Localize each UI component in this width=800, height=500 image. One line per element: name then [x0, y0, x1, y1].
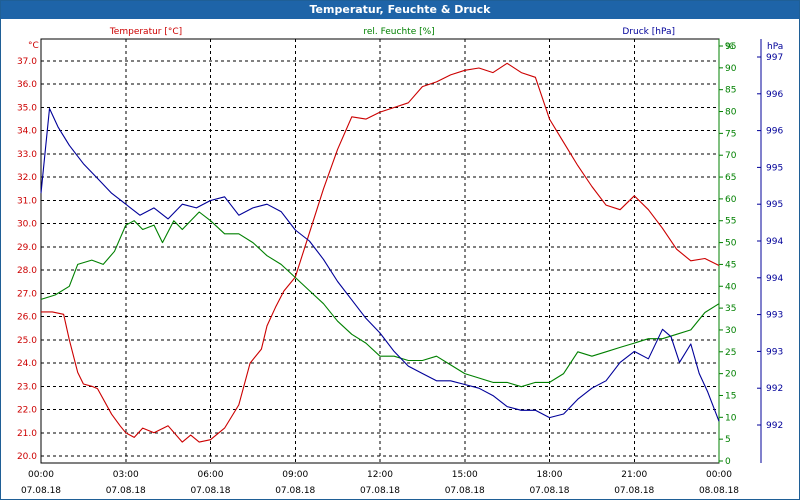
- date-tick-label: 07.08.18: [106, 486, 146, 496]
- grid: [41, 39, 719, 463]
- pressure-tick-label: 997: [766, 53, 783, 63]
- series-header: Druck [hPa]: [622, 27, 675, 37]
- temperature-tick-label: 30.0: [17, 220, 37, 230]
- temperature-tick-label: 20.0: [17, 452, 37, 462]
- humidity-tick-label: 30: [725, 326, 737, 336]
- date-tick-label: 07.08.18: [529, 486, 569, 496]
- series-header: Temperatur [°C]: [109, 27, 182, 37]
- time-tick-label: 21:00: [621, 470, 647, 480]
- humidity-axis: % 0 5 10 15 20 25 30 35 40 45 50 55 60 65 70 75 80 85 90 95: [718, 39, 737, 467]
- humidity-tick-label: 80: [725, 108, 737, 118]
- humidity-tick-label: 25: [725, 348, 736, 358]
- series-line-pressure: [40, 107, 720, 422]
- series-header: rel. Feuchte [%]: [363, 27, 434, 37]
- humidity-tick-label: 55: [725, 217, 736, 227]
- humidity-tick-label: 50: [725, 239, 737, 249]
- temperature-tick-label: 26.0: [17, 313, 37, 323]
- date-tick-label: 07.08.18: [275, 486, 315, 496]
- temperature-unit: °C: [28, 41, 39, 51]
- humidity-tick-label: 95: [725, 42, 736, 52]
- pressure-tick-label: 993: [766, 311, 783, 321]
- temperature-tick-label: 29.0: [17, 243, 37, 253]
- date-tick-label: 07.08.18: [21, 486, 61, 496]
- pressure-tick-label: 995: [766, 200, 783, 210]
- date-tick-label: 07.08.18: [360, 486, 400, 496]
- humidity-tick-label: 90: [725, 64, 737, 74]
- date-tick-label: 08.08.18: [699, 486, 739, 496]
- temperature-tick-label: 37.0: [17, 57, 37, 67]
- pressure-tick-label: 996: [766, 127, 783, 137]
- pressure-tick-label: 993: [766, 347, 783, 357]
- humidity-tick-label: 65: [725, 173, 736, 183]
- time-tick-label: 09:00: [282, 470, 308, 480]
- time-tick-label: 00:00: [706, 470, 732, 480]
- humidity-tick-label: 45: [725, 260, 736, 270]
- temperature-tick-label: 21.0: [17, 429, 37, 439]
- temperature-tick-label: 27.0: [17, 289, 37, 299]
- time-tick-label: 00:00: [28, 470, 54, 480]
- humidity-tick-label: 10: [725, 413, 737, 423]
- series-line-humidity: [40, 211, 720, 388]
- temperature-tick-label: 25.0: [17, 336, 37, 346]
- temperature-tick-label: 24.0: [17, 359, 37, 369]
- series-line-temperature: [41, 62, 720, 443]
- humidity-tick-label: 40: [725, 282, 737, 292]
- pressure-tick-label: 994: [766, 237, 783, 247]
- date-tick-label: 07.08.18: [445, 486, 485, 496]
- temperature-tick-label: 33.0: [17, 150, 37, 160]
- humidity-tick-label: 15: [725, 391, 736, 401]
- temperature-tick-label: 34.0: [17, 127, 37, 137]
- time-tick-label: 15:00: [452, 470, 478, 480]
- humidity-tick-label: 60: [725, 195, 737, 205]
- temperature-tick-label: 35.0: [17, 103, 37, 113]
- time-tick-label: 18:00: [537, 470, 563, 480]
- temperature-tick-label: 32.0: [17, 173, 37, 183]
- humidity-unit: %: [725, 42, 734, 52]
- temperature-tick-label: 22.0: [17, 406, 37, 416]
- pressure-tick-label: 995: [766, 163, 783, 173]
- humidity-tick-label: 20: [725, 370, 737, 380]
- pressure-tick-label: 992: [766, 384, 783, 394]
- pressure-tick-label: 994: [766, 274, 783, 284]
- chart-title: Temperatur, Feuchte & Druck: [1, 1, 799, 19]
- time-tick-label: 03:00: [113, 470, 139, 480]
- pressure-unit: hPa: [767, 42, 783, 52]
- humidity-tick-label: 5: [725, 435, 731, 445]
- time-tick-label: 12:00: [367, 470, 393, 480]
- temperature-tick-label: 23.0: [17, 382, 37, 392]
- humidity-tick-label: 35: [725, 304, 736, 314]
- temperature-tick-label: 36.0: [17, 80, 37, 90]
- series-headers: Temperatur [°C] rel. Feuchte [%] Druck [hP…: [109, 27, 675, 37]
- temperature-tick-label: 31.0: [17, 196, 37, 206]
- humidity-tick-label: 75: [725, 129, 736, 139]
- pressure-tick-label: 996: [766, 90, 783, 100]
- humidity-tick-label: 70: [725, 151, 737, 161]
- date-tick-label: 07.08.18: [190, 486, 230, 496]
- temperature-axis: °C 20.0 21.0 22.0 23.0 24.0 25.0 26.0 27.0 28.0 29…: [17, 41, 39, 462]
- temperature-tick-label: 28.0: [17, 266, 37, 276]
- time-axis: 00:00 07.08.18 03:00 07.08.18 06:00 07.08.18 0…: [21, 470, 739, 496]
- time-tick-label: 06:00: [198, 470, 224, 480]
- pressure-tick-label: 992: [766, 421, 783, 431]
- date-tick-label: 07.08.18: [614, 486, 654, 496]
- humidity-tick-label: 85: [725, 86, 736, 96]
- series-lines: [40, 62, 720, 443]
- humidity-tick-label: 0: [725, 457, 731, 467]
